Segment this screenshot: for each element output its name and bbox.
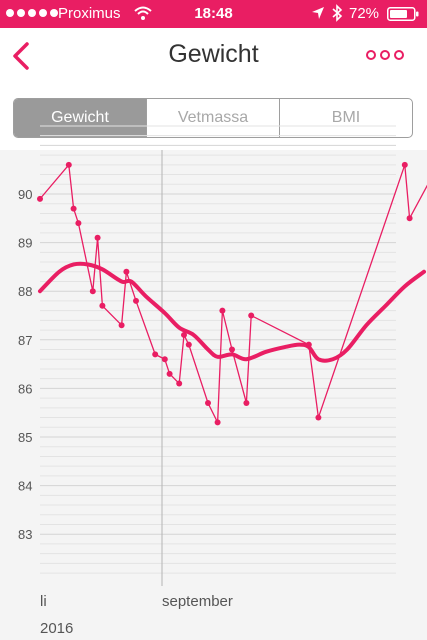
x-tick-label-juli: li: [40, 593, 47, 610]
chart-area[interactable]: [0, 150, 427, 640]
measurement-point[interactable]: [161, 356, 168, 363]
back-chevron-icon[interactable]: [8, 38, 36, 74]
tab-vetmassa[interactable]: Vetmassa: [146, 99, 279, 137]
battery-percentage: 72%: [349, 5, 380, 22]
measurement-point[interactable]: [401, 161, 408, 168]
measurement-point[interactable]: [166, 370, 173, 377]
measurement-point[interactable]: [229, 346, 235, 353]
measurement-point[interactable]: [70, 205, 77, 212]
measurement-point[interactable]: [94, 234, 101, 241]
measurement-point[interactable]: [305, 341, 312, 348]
measurement-point[interactable]: [176, 380, 183, 387]
measurement-point[interactable]: [406, 215, 413, 222]
tab-bmi[interactable]: BMI: [279, 99, 412, 137]
y-tick-label: 89: [18, 236, 32, 251]
year-label: 2016: [40, 620, 73, 637]
wifi-icon: [134, 6, 152, 20]
location-arrow-icon: [312, 7, 324, 19]
measurement-point[interactable]: [65, 161, 72, 168]
y-tick-label: 88: [18, 284, 32, 299]
measurement-point[interactable]: [37, 195, 43, 202]
measurement-point[interactable]: [123, 268, 130, 275]
y-tick-label: 87: [18, 333, 32, 348]
measurement-point[interactable]: [315, 414, 322, 421]
page-title: Gewicht: [168, 40, 259, 68]
status-bar: Proximus 18:48 72%: [0, 0, 427, 28]
more-options-icon[interactable]: [366, 50, 404, 60]
battery-icon: [387, 7, 419, 21]
y-tick-label: 83: [18, 527, 32, 542]
measurement-point[interactable]: [185, 341, 192, 348]
measurement-point[interactable]: [99, 302, 106, 309]
y-tick-label: 86: [18, 381, 32, 396]
metric-segmented-control: Gewicht Vetmassa BMI: [13, 98, 413, 138]
carrier-name: Proximus: [58, 5, 121, 22]
measurement-point[interactable]: [152, 351, 159, 358]
measurement-point[interactable]: [133, 297, 139, 304]
signal-strength-icon: [6, 9, 58, 17]
measurement-point[interactable]: [181, 331, 187, 338]
nav-bar: Gewicht: [0, 28, 427, 84]
measurement-point[interactable]: [75, 220, 82, 227]
bluetooth-icon: [332, 4, 343, 22]
measurement-point[interactable]: [243, 399, 250, 406]
y-tick-label: 84: [18, 479, 32, 494]
measurement-point[interactable]: [219, 307, 226, 314]
measurement-point[interactable]: [118, 322, 125, 329]
measurement-point[interactable]: [89, 288, 96, 295]
y-tick-label: 85: [18, 430, 32, 445]
clock: 18:48: [194, 5, 233, 22]
x-tick-label-september: september: [162, 593, 233, 610]
y-tick-label: 90: [18, 187, 32, 202]
measurement-point[interactable]: [214, 419, 221, 426]
trend-line: [38, 261, 426, 363]
tab-gewicht[interactable]: Gewicht: [14, 99, 146, 137]
measurement-point[interactable]: [248, 312, 255, 319]
measurement-point[interactable]: [205, 399, 211, 406]
chart-grid: [40, 125, 396, 574]
